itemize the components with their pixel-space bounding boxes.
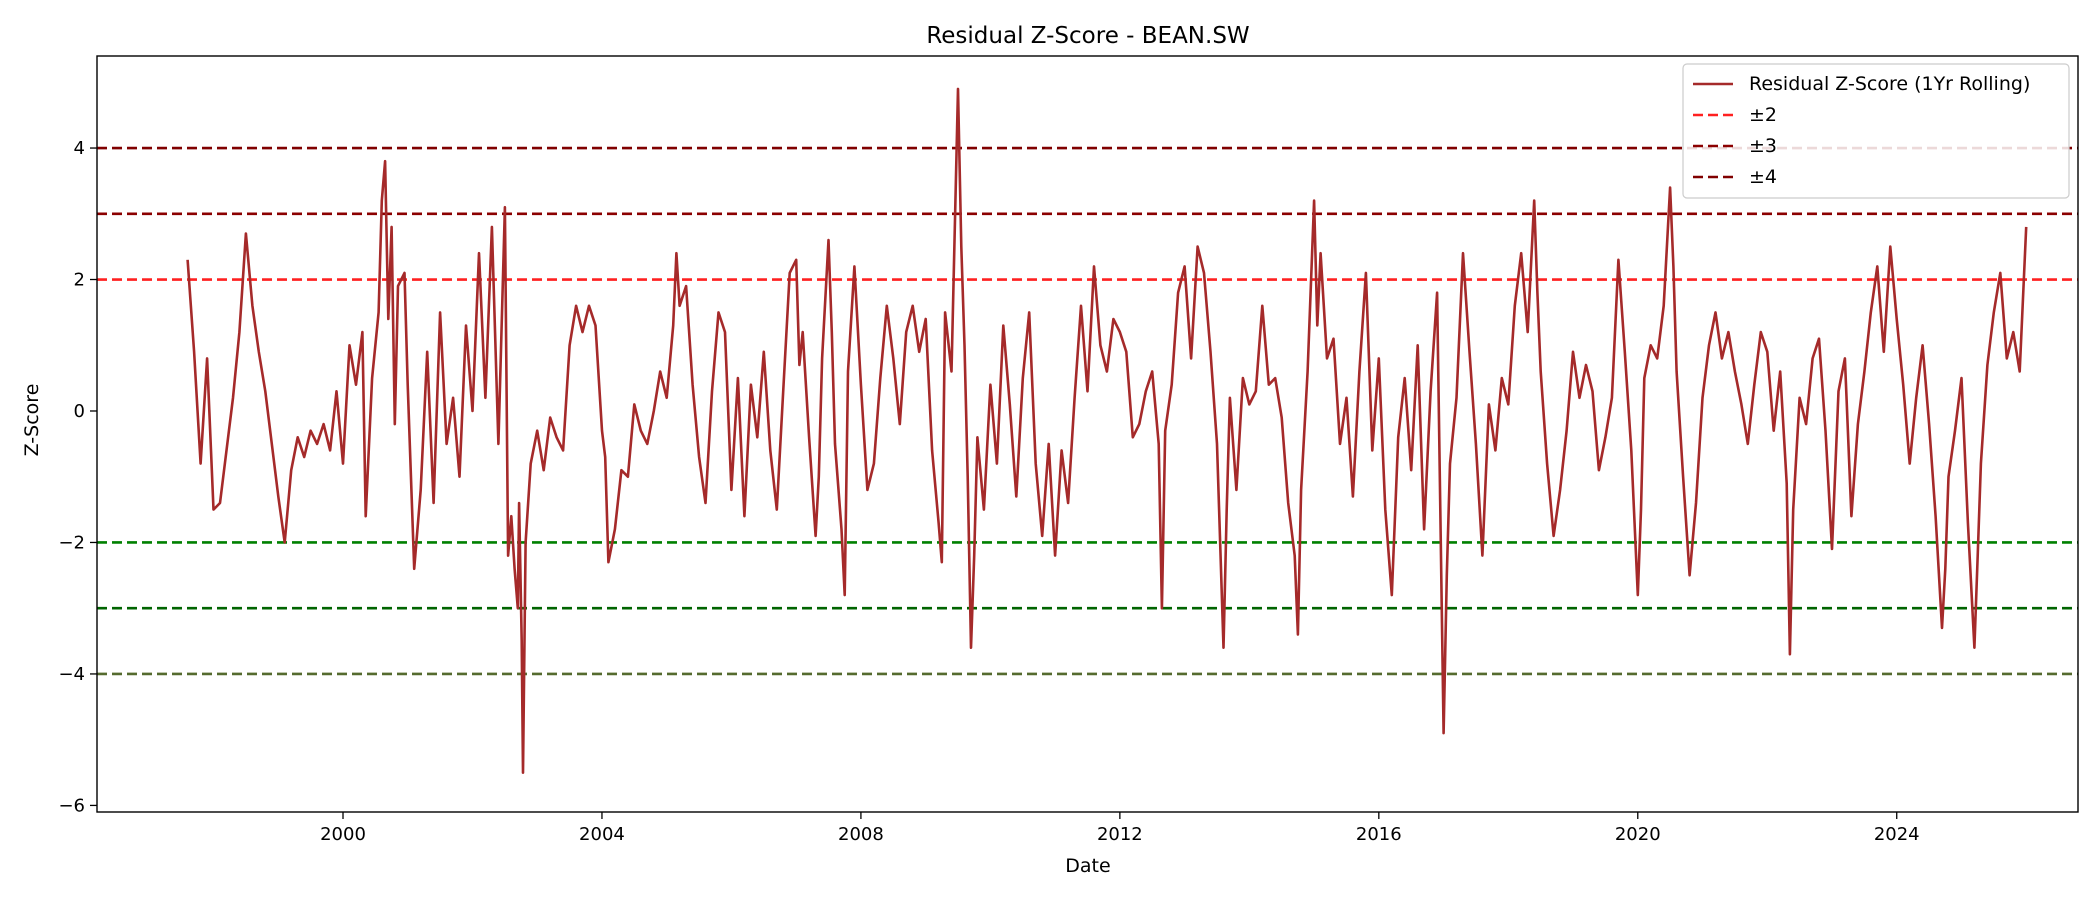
legend-box [1682, 63, 2070, 199]
x-axis-label: Date [1065, 855, 1110, 877]
y-tick-label: 2 [74, 270, 85, 291]
y-axis-label: Z-Score [21, 384, 43, 457]
x-tick-label: 2024 [1874, 824, 1920, 845]
x-tick-label: 2000 [320, 824, 366, 845]
plot-area: 2000 2004 2008 2012 2016 2020 2024 −6 −4 −2 0 2 4 [58, 55, 2079, 845]
legend: Residual Z-Score (1Yr Rolling) ±2 ±3 ±4 [1682, 63, 2070, 199]
legend-label: Residual Z-Score (1Yr Rolling) [1749, 73, 2030, 95]
legend-label: ±4 [1749, 166, 1777, 188]
legend-label: ±2 [1749, 104, 1777, 126]
legend-label: ±3 [1749, 135, 1777, 157]
y-tick-label: 4 [74, 138, 85, 159]
chart-title: Residual Z-Score - BEAN.SW [926, 23, 1249, 49]
y-tick-label: −2 [58, 532, 85, 553]
x-tick-label: 2004 [579, 824, 625, 845]
y-tick-label: 0 [74, 401, 85, 422]
series-line [186, 87, 2028, 774]
x-tick-label: 2012 [1097, 824, 1143, 845]
y-tick-label: −4 [58, 664, 85, 685]
x-tick-label: 2016 [1356, 824, 1402, 845]
x-tick-label: 2008 [838, 824, 884, 845]
plot-frame [96, 55, 2079, 813]
x-tick-label: 2020 [1615, 824, 1661, 845]
y-tick-label: −6 [58, 795, 85, 816]
